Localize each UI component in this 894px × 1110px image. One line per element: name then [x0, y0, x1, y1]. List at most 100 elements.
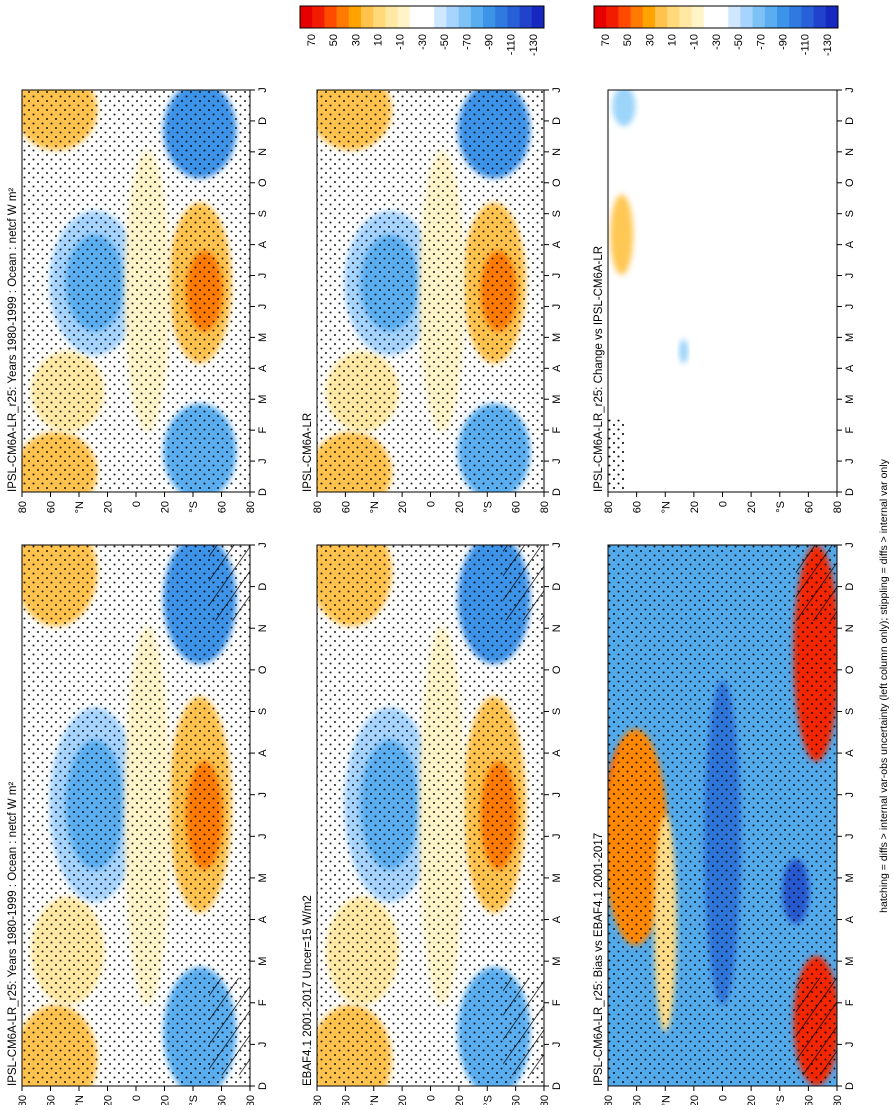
lat-tick-label: 80: [539, 1095, 551, 1105]
month-tick-label: J: [551, 304, 563, 310]
lat-tick-label: °N: [74, 501, 86, 513]
heatmap-field: [317, 545, 544, 1086]
month-tick-label: F: [257, 427, 269, 434]
lat-tick-label: °N: [369, 501, 381, 513]
stippling: [608, 419, 627, 492]
month-tick-label: J: [551, 792, 563, 798]
lat-tick-label: 20: [103, 501, 115, 513]
month-tick-label: J: [257, 834, 269, 840]
month-tick-label: D: [551, 488, 563, 496]
colorbar-swatch: [373, 6, 386, 28]
colorbar-tick-label: -130: [822, 34, 834, 56]
month-tick-label: M: [257, 333, 269, 342]
lat-tick-label: 80: [603, 501, 615, 513]
colorbar-tick-label: 70: [306, 34, 318, 46]
month-tick-label: N: [844, 624, 856, 632]
lat-tick-label: 60: [46, 1095, 58, 1105]
lat-tick-label: 20: [397, 1095, 409, 1105]
lat-tick-label: 20: [746, 1095, 758, 1105]
month-tick-label: O: [844, 665, 856, 674]
lat-tick-label: 80: [539, 501, 551, 513]
month-tick-label: N: [257, 624, 269, 632]
lat-tick-label: 80: [312, 1095, 324, 1105]
month-tick-label: M: [551, 957, 563, 966]
month-tick-label: D: [844, 1082, 856, 1090]
lat-tick-label: 60: [340, 501, 352, 513]
lat-tick-label: °S: [188, 1095, 200, 1105]
month-tick-label: M: [844, 395, 856, 404]
colorbar-swatch: [409, 6, 423, 28]
month-tick-label: J: [257, 87, 269, 93]
colorbar-tick-label: -110: [800, 34, 812, 55]
colorbar-tick-label: -10: [395, 34, 407, 50]
colorbar-tick-label: -30: [711, 34, 723, 50]
heatmap-field: [22, 545, 250, 1086]
colorbar-swatch: [655, 6, 668, 28]
month-tick-label: J: [257, 792, 269, 798]
colorbar-swatch: [397, 6, 411, 28]
month-tick-label: A: [551, 240, 563, 248]
lat-tick-label: 20: [454, 1095, 466, 1105]
footer-caption: hatching = diffs > internal var-obs unce…: [878, 458, 890, 912]
colorbar-top-mid: 70 50 30 10 -10 -30 -50 -70 -90 -110 -130: [593, 5, 839, 56]
lat-tick-label: 60: [632, 1095, 644, 1105]
stippling: [317, 90, 544, 492]
lat-tick-label: 60: [46, 501, 58, 513]
month-tick-label: M: [551, 395, 563, 404]
colorbar-tick-label: -110: [506, 34, 518, 55]
heatmap-field: [317, 90, 544, 492]
colorbar-swatch: [740, 6, 754, 28]
colorbar-tick-label: -70: [755, 34, 767, 50]
colorbar-swatch: [618, 6, 632, 28]
colorbar-swatch: [422, 6, 435, 28]
colorbar-swatch: [642, 6, 656, 28]
month-tick-label: A: [844, 749, 856, 757]
panel-title: IPSL-CM6A-LR_r25: Change vs IPSL-CM6A-LR: [593, 246, 605, 492]
month-tick-label: J: [257, 458, 269, 464]
colorbar-tick-label: -90: [483, 34, 495, 50]
lat-tick-label: 60: [803, 501, 815, 513]
colorbar-swatch: [789, 6, 802, 28]
month-tick-label: J: [844, 458, 856, 464]
lat-tick-label: 60: [217, 1095, 229, 1105]
colorbar-tick-label: -70: [461, 34, 473, 50]
month-tick-label: D: [551, 583, 563, 591]
month-tick-label: F: [257, 999, 269, 1006]
lat-tick-label: 60: [511, 501, 523, 513]
lat-tick-label: 60: [632, 501, 644, 513]
month-tick-label: F: [551, 427, 563, 434]
lat-tick-label: 20: [160, 501, 172, 513]
month-tick-label: A: [844, 240, 856, 248]
month-tick-label: S: [844, 708, 856, 715]
month-tick-label: J: [257, 1042, 269, 1048]
lat-tick-label: °N: [660, 1095, 672, 1105]
colorbar-swatch: [777, 6, 790, 28]
month-tick-label: O: [551, 178, 563, 187]
month-tick-label: N: [551, 624, 563, 632]
hatching: [795, 977, 837, 1076]
month-tick-label: D: [551, 1082, 563, 1090]
lat-tick-label: 20: [397, 501, 409, 513]
month-tick-label: N: [257, 148, 269, 156]
lat-tick-label: 60: [340, 1095, 352, 1105]
stippling: [22, 90, 250, 492]
hatching: [208, 545, 250, 621]
month-tick-label: M: [257, 873, 269, 882]
month-tick-label: M: [257, 395, 269, 404]
month-tick-label: D: [844, 488, 856, 496]
colorbar-swatch: [801, 6, 815, 28]
month-tick-label: D: [844, 583, 856, 591]
colorbar-swatch: [764, 6, 778, 28]
lat-tick-label: 80: [312, 501, 324, 513]
lat-tick-label: 80: [603, 1095, 615, 1105]
month-tick-label: S: [844, 210, 856, 217]
month-tick-label: J: [844, 273, 856, 279]
month-tick-label: N: [551, 148, 563, 156]
month-tick-label: S: [257, 708, 269, 715]
colorbar-tick-label: -90: [777, 34, 789, 50]
panel-2: 80 60 °N 20 0 20 °S 60 80DJFMAMJJASONDJIPSL-CM6A…: [593, 542, 856, 1107]
colorbar-swatch: [483, 6, 496, 28]
heatmap-field: [608, 90, 837, 492]
